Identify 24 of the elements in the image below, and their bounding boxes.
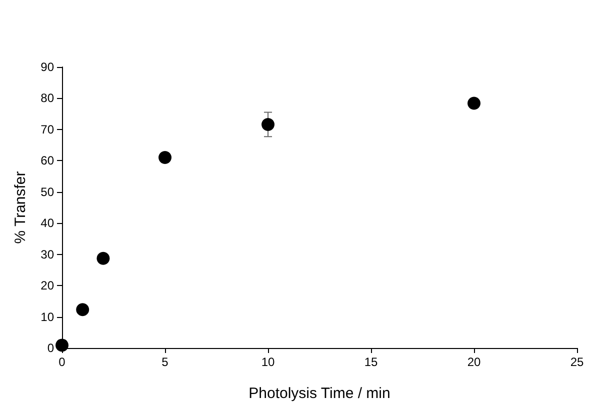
y-tick-label: 90	[40, 60, 54, 74]
y-tick-label: 70	[40, 122, 54, 136]
y-tick-label: 80	[40, 91, 54, 106]
y-tick-label: 40	[40, 216, 54, 230]
point	[96, 252, 110, 265]
y-tick-label: 30	[40, 247, 54, 262]
x-tick-label: 20	[467, 355, 481, 369]
x-tick-label: 10	[261, 355, 275, 369]
y-axis-title: % Transfer	[12, 171, 29, 244]
y-tick-label: 50	[40, 184, 54, 199]
y-tick-label: 60	[40, 154, 54, 168]
x-tick-label: 15	[364, 355, 378, 369]
point	[56, 338, 68, 352]
y-tick-label: 10	[40, 310, 54, 324]
x-tick-label: 25	[570, 355, 584, 369]
x-tick-label: 0	[58, 355, 66, 369]
x-axis-title: Photolysis Time / min	[248, 385, 390, 402]
x-tick-label: 5	[162, 355, 169, 369]
point	[262, 118, 274, 131]
y-tick-label: 20	[40, 278, 54, 293]
y-tick-label: 0	[47, 341, 54, 355]
point	[158, 151, 172, 164]
point	[468, 96, 480, 110]
point	[76, 303, 90, 316]
